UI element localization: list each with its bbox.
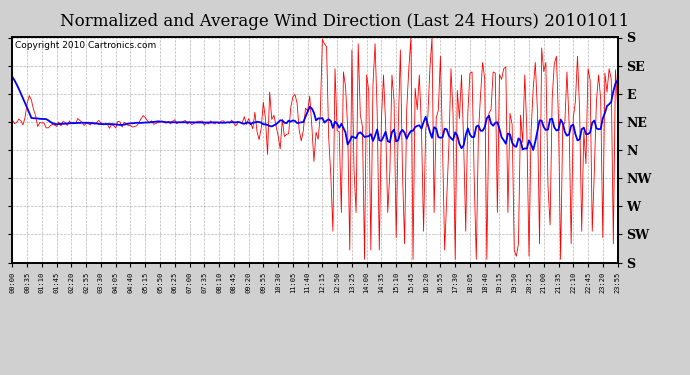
Text: Normalized and Average Wind Direction (Last 24 Hours) 20101011: Normalized and Average Wind Direction (L… [61,13,629,30]
Text: Copyright 2010 Cartronics.com: Copyright 2010 Cartronics.com [15,41,157,50]
